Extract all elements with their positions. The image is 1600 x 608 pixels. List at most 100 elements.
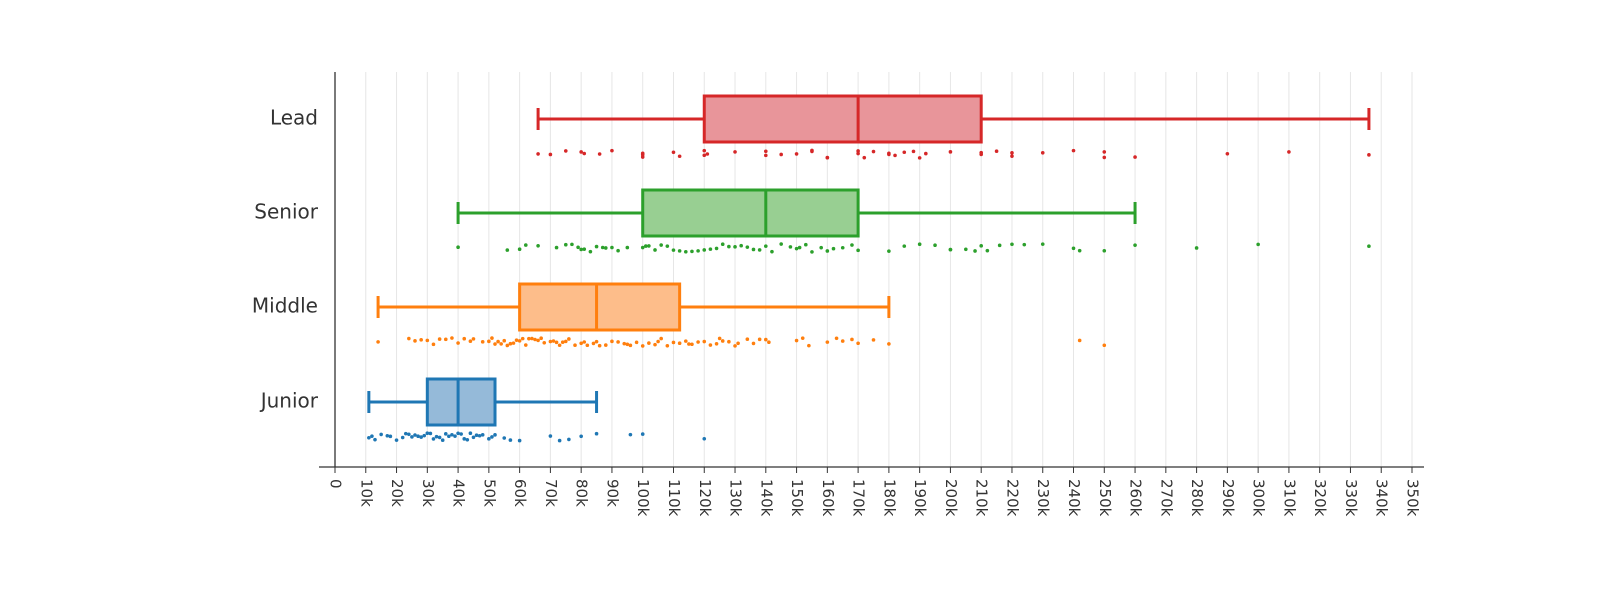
- data-point: [447, 434, 451, 439]
- box-plot-lead: [536, 94, 1371, 144]
- data-point: [520, 336, 525, 341]
- x-tick-label: 270k: [1157, 479, 1175, 517]
- data-point: [508, 438, 513, 442]
- data-point: [840, 245, 845, 250]
- x-tick-label: 280k: [1188, 479, 1206, 517]
- data-point: [508, 341, 513, 346]
- x-tick-label: 160k: [819, 479, 837, 517]
- data-point: [1071, 148, 1076, 153]
- data-point: [422, 433, 427, 438]
- data-point: [733, 245, 737, 249]
- data-point: [997, 243, 1002, 248]
- x-tick-label: 0: [327, 479, 345, 489]
- data-point: [576, 245, 580, 250]
- data-point: [567, 337, 571, 341]
- data-point: [437, 435, 442, 440]
- data-point: [702, 148, 707, 153]
- data-point: [800, 336, 805, 340]
- data-point: [548, 152, 553, 157]
- x-tick-label: 230k: [1034, 479, 1052, 517]
- category-label-middle: Middle: [252, 294, 318, 318]
- x-tick-label: 150k: [788, 479, 806, 517]
- data-point: [1010, 242, 1014, 247]
- data-point: [727, 244, 731, 249]
- data-point: [468, 431, 473, 436]
- data-point: [887, 342, 891, 346]
- x-tick-label: 210k: [973, 479, 991, 517]
- data-point: [370, 434, 374, 438]
- data-point: [973, 249, 977, 253]
- data-point: [794, 246, 799, 251]
- data-point: [477, 433, 482, 438]
- data-point: [628, 343, 633, 348]
- data-point: [659, 336, 663, 341]
- data-point: [480, 340, 485, 344]
- data-point: [733, 344, 737, 348]
- data-point: [964, 247, 968, 252]
- data-point: [634, 340, 639, 345]
- data-point: [751, 341, 756, 346]
- points-senior: [456, 242, 1371, 254]
- data-point: [579, 341, 583, 346]
- data-point: [779, 242, 783, 246]
- data-point: [677, 154, 682, 159]
- data-point: [653, 248, 657, 252]
- data-point: [563, 339, 568, 344]
- data-point: [640, 151, 645, 156]
- data-point: [1102, 155, 1107, 160]
- data-point: [413, 339, 417, 343]
- data-point: [751, 247, 756, 252]
- data-point: [708, 247, 713, 251]
- data-point: [425, 431, 430, 436]
- data-point: [379, 432, 383, 437]
- data-point: [548, 339, 553, 344]
- points-middle: [376, 336, 1107, 348]
- data-point: [416, 434, 420, 439]
- x-tick-label: 320k: [1311, 479, 1329, 517]
- data-point: [588, 249, 593, 254]
- data-point: [810, 148, 814, 153]
- data-point: [582, 247, 587, 251]
- x-tick-label: 80k: [573, 479, 591, 507]
- x-tick-label: 340k: [1373, 479, 1391, 517]
- data-point: [443, 337, 448, 342]
- data-point: [505, 248, 510, 252]
- data-point: [456, 341, 460, 345]
- data-point: [622, 341, 627, 346]
- data-point: [471, 435, 476, 440]
- data-point: [924, 151, 928, 156]
- box-plots: [367, 94, 1371, 427]
- data-point: [794, 152, 799, 156]
- data-point: [1040, 151, 1045, 155]
- x-tick-label: 220k: [1003, 479, 1021, 517]
- data-point: [856, 248, 860, 253]
- data-point: [523, 343, 528, 347]
- data-point: [850, 243, 854, 247]
- data-point: [856, 151, 860, 156]
- data-point: [437, 337, 442, 341]
- data-point: [400, 435, 405, 440]
- data-point: [616, 340, 620, 344]
- data-point: [557, 343, 562, 348]
- data-point: [431, 342, 436, 347]
- x-tick-label: 200k: [942, 479, 960, 517]
- data-point: [745, 245, 750, 249]
- x-tick-label: 290k: [1219, 479, 1237, 517]
- x-tick-label: 100k: [634, 479, 652, 517]
- data-point: [579, 434, 583, 439]
- data-point: [462, 336, 467, 341]
- data-point: [702, 153, 707, 158]
- data-point: [450, 432, 454, 437]
- data-point: [804, 242, 808, 247]
- data-point: [810, 250, 814, 254]
- data-point: [647, 244, 651, 248]
- data-point: [683, 339, 688, 343]
- data-point: [1010, 154, 1014, 158]
- x-tick-label: 140k: [757, 479, 775, 517]
- data-point: [413, 433, 417, 437]
- data-point: [493, 433, 497, 437]
- category-label-senior: Senior: [254, 200, 318, 224]
- data-point: [702, 436, 707, 441]
- data-point: [797, 245, 802, 250]
